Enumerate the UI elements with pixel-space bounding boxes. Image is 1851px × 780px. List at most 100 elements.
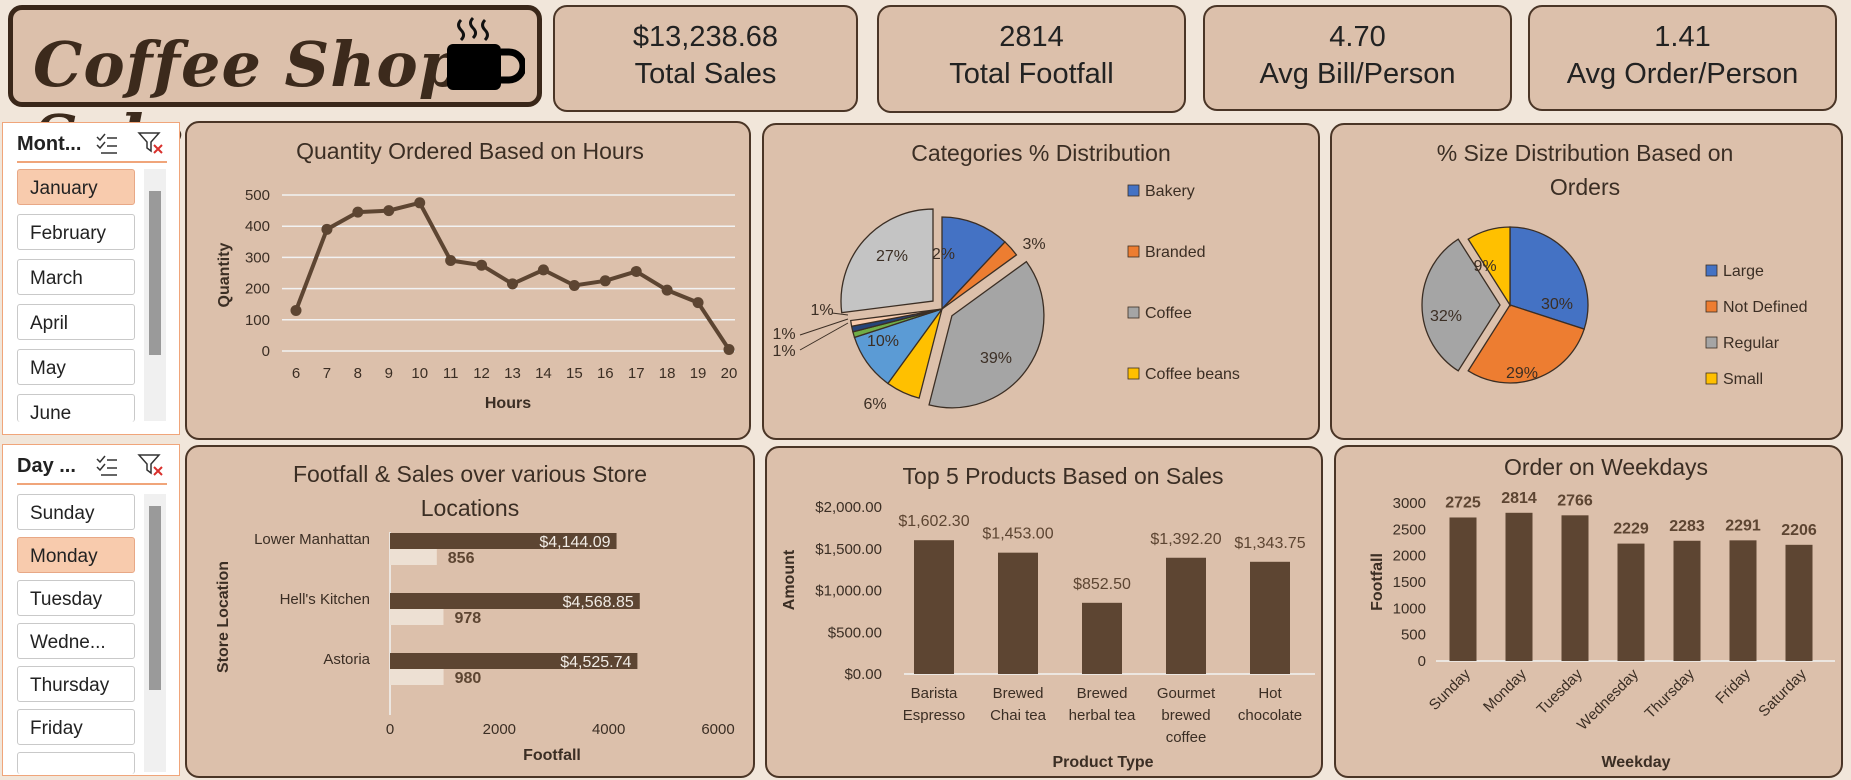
pie-slice	[1509, 226, 1589, 330]
data-point	[507, 278, 518, 290]
kpi-total-sales: $13,238.68 Total Sales	[553, 5, 858, 112]
legend-swatch	[1127, 245, 1140, 258]
bar	[1617, 543, 1645, 661]
kpi-label: Total Sales	[634, 58, 777, 90]
bar	[1729, 540, 1757, 661]
bar-sales	[390, 653, 638, 669]
legend-swatch	[1127, 184, 1140, 197]
legend-label: Not Defined	[1723, 299, 1808, 316]
data-label: 2291	[1725, 517, 1761, 534]
category-label: Astoria	[323, 651, 370, 668]
x-tick-label: chocolate	[1238, 707, 1302, 724]
kpi-value: 4.70	[1329, 21, 1386, 53]
data-label: 856	[448, 550, 475, 567]
kpi-label: Total Footfall	[949, 58, 1114, 90]
data-label: 3%	[1022, 236, 1045, 253]
slicer-item-sunday[interactable]: Sunday	[17, 494, 135, 530]
y-tick-label: $2,000.00	[815, 499, 882, 516]
bar-sales	[390, 593, 640, 609]
chart-size-distribution: % Size Distribution Based on Orders 30% 29%…	[1421, 140, 1808, 388]
chart-card-weekdays: Order on Weekdays 0 500 1000 1500 2000 2500 300…	[1334, 445, 1843, 778]
day-slicer[interactable]: Day ... Sunday Monday Tuesday Wedne... T…	[2, 444, 180, 776]
clear-filter-icon[interactable]	[137, 130, 165, 156]
y-tick-label: $1,000.00	[815, 583, 882, 600]
slicer-item-partial[interactable]	[17, 752, 135, 774]
x-tick-label: Saturday	[1755, 665, 1810, 720]
data-point	[599, 275, 611, 287]
legend-label: Large	[1723, 263, 1764, 280]
slicer-item-monday[interactable]: Monday	[17, 537, 135, 573]
legend-swatch	[1127, 367, 1140, 380]
slicer-item-may[interactable]: May	[17, 349, 135, 385]
x-tick-label: 9	[385, 365, 393, 382]
x-tick-label: 2000	[483, 721, 516, 738]
pie-slice	[1467, 226, 1511, 308]
slicer-item-march[interactable]: March	[17, 259, 135, 295]
data-point	[383, 205, 395, 217]
data-label: $1,392.20	[1150, 531, 1221, 548]
x-tick-label: Hot	[1258, 685, 1282, 702]
pie-slice	[1467, 304, 1586, 384]
y-axis-title: Amount	[781, 549, 798, 610]
slicer-scrollbar[interactable]	[144, 494, 166, 772]
chart-title: Top 5 Products Based on Sales	[903, 463, 1224, 489]
legend-label: Bakery	[1145, 183, 1195, 200]
slicer-item-tuesday[interactable]: Tuesday	[17, 580, 135, 616]
slicer-item-april[interactable]: April	[17, 304, 135, 340]
chart-title: Orders	[1550, 174, 1620, 200]
x-tick-label: 7	[323, 365, 331, 382]
x-tick-label: coffee	[1166, 729, 1207, 746]
series-line	[294, 200, 731, 351]
multi-select-icon[interactable]	[95, 132, 119, 156]
slicer-divider	[17, 161, 167, 163]
x-tick-label: Sunday	[1426, 665, 1474, 713]
x-tick-label: 8	[354, 365, 362, 382]
scrollbar-thumb[interactable]	[149, 191, 161, 355]
legend-swatch	[1705, 264, 1718, 277]
y-axis-title: Quantity	[216, 242, 233, 307]
data-label: 1%	[772, 343, 795, 360]
slicer-item-february[interactable]: February	[17, 214, 135, 250]
bar	[914, 540, 954, 674]
x-tick-label: Gourmet	[1157, 685, 1216, 702]
leader-line	[799, 322, 849, 351]
bar	[1250, 561, 1290, 674]
x-axis-title: Weekday	[1601, 754, 1670, 771]
x-tick-label: 19	[690, 365, 707, 382]
x-tick-label: Chai tea	[990, 707, 1047, 724]
x-tick-label: 10	[411, 365, 428, 382]
data-label: $4,144.09	[539, 534, 610, 551]
x-axis-title: Hours	[485, 395, 531, 412]
slicer-item-wednesday[interactable]: Wedne...	[17, 623, 135, 659]
y-tick-label: 0	[262, 343, 270, 360]
bar	[1082, 602, 1122, 674]
x-tick-label: Tuesday	[1534, 665, 1587, 718]
slicer-header: Mont...	[17, 133, 82, 155]
scrollbar-thumb[interactable]	[149, 506, 161, 690]
x-tick-label: 16	[597, 365, 614, 382]
data-point	[723, 343, 735, 355]
y-tick-label: 400	[245, 218, 270, 235]
slicer-scrollbar[interactable]	[144, 169, 166, 421]
slicer-item-friday[interactable]: Friday	[17, 709, 135, 745]
multi-select-icon[interactable]	[95, 454, 119, 478]
data-label: 2229	[1613, 521, 1649, 538]
legend-swatch	[1705, 300, 1718, 313]
data-point	[476, 259, 488, 271]
slicer-item-june[interactable]: June	[17, 394, 135, 424]
data-label: 27%	[876, 248, 908, 265]
data-label: 29%	[1506, 365, 1538, 382]
chart-title: % Size Distribution Based on	[1437, 140, 1734, 166]
month-slicer[interactable]: Mont... January February March April May…	[2, 122, 180, 435]
x-tick-label: 15	[566, 365, 583, 382]
y-tick-label: 300	[245, 249, 270, 266]
bar-footfall	[390, 669, 444, 685]
data-label: $1,602.30	[898, 513, 969, 530]
data-point	[352, 206, 364, 218]
clear-filter-icon[interactable]	[137, 452, 165, 478]
chart-title: Categories % Distribution	[911, 140, 1171, 166]
y-tick-label: 2500	[1393, 521, 1426, 538]
y-tick-label: 3000	[1393, 495, 1426, 512]
slicer-item-january[interactable]: January	[17, 169, 135, 205]
slicer-item-thursday[interactable]: Thursday	[17, 666, 135, 702]
